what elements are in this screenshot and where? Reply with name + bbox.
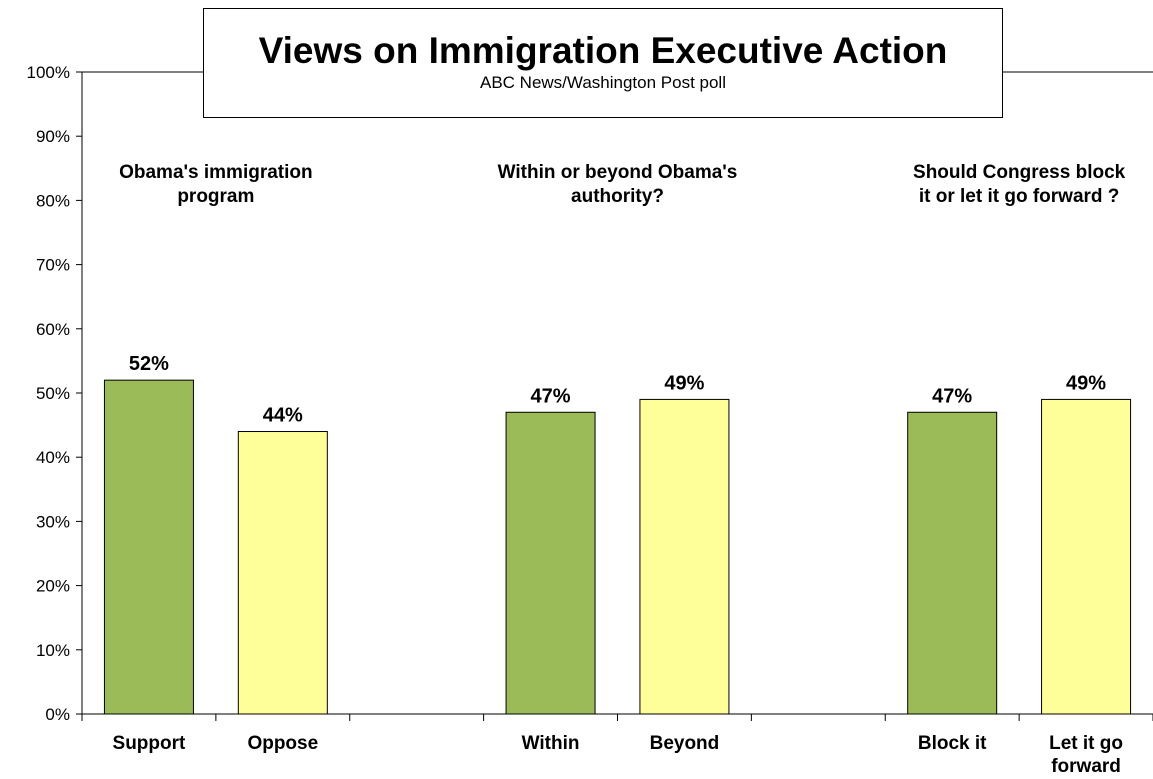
x-category-label: forward xyxy=(1051,756,1121,777)
group-label: Within or beyond Obama's xyxy=(498,162,738,183)
y-tick-label: 80% xyxy=(36,191,70,210)
bar xyxy=(1041,398,1132,715)
bar xyxy=(237,431,328,715)
x-category-label: Oppose xyxy=(247,733,318,754)
data-label: 47% xyxy=(932,385,972,407)
data-label: 49% xyxy=(664,372,704,394)
bar xyxy=(505,411,596,715)
bar xyxy=(103,379,194,715)
y-tick-label: 30% xyxy=(36,512,70,531)
group-label: authority? xyxy=(571,186,664,207)
y-tick-label: 90% xyxy=(36,127,70,146)
y-tick-label: 70% xyxy=(36,256,70,275)
group-label: program xyxy=(177,186,254,207)
chart-bars xyxy=(103,379,1132,715)
y-tick-label: 50% xyxy=(36,384,70,403)
data-label: 47% xyxy=(531,385,571,407)
y-tick-label: 0% xyxy=(45,705,70,724)
group-label: Obama's immigration xyxy=(119,162,313,183)
y-tick-label: 10% xyxy=(36,641,70,660)
bar xyxy=(639,398,730,715)
y-tick-label: 20% xyxy=(36,577,70,596)
y-tick-label: 100% xyxy=(27,63,70,82)
chart-title: Views on Immigration Executive Action xyxy=(258,30,948,71)
chart-subtitle: ABC News/Washington Post poll xyxy=(480,73,726,92)
title-box: Views on Immigration Executive Action AB… xyxy=(203,8,1003,118)
group-label: it or let it go forward ? xyxy=(919,186,1120,207)
x-category-label: Block it xyxy=(918,733,987,754)
chart-labels: 52% Support 44% Oppose 47% Within 49% Beyond 47%… xyxy=(113,162,1126,777)
data-label: 49% xyxy=(1066,372,1106,394)
y-tick-label: 40% xyxy=(36,448,70,467)
data-label: 52% xyxy=(129,353,169,375)
bar xyxy=(907,411,998,715)
data-label: 44% xyxy=(263,405,303,427)
x-category-label: Support xyxy=(113,733,186,754)
y-tick-label: 60% xyxy=(36,320,70,339)
x-category-label: Within xyxy=(522,733,580,754)
group-label: Should Congress block xyxy=(913,162,1126,183)
x-category-label: Beyond xyxy=(650,733,720,754)
x-category-label: Let it go xyxy=(1049,733,1123,754)
